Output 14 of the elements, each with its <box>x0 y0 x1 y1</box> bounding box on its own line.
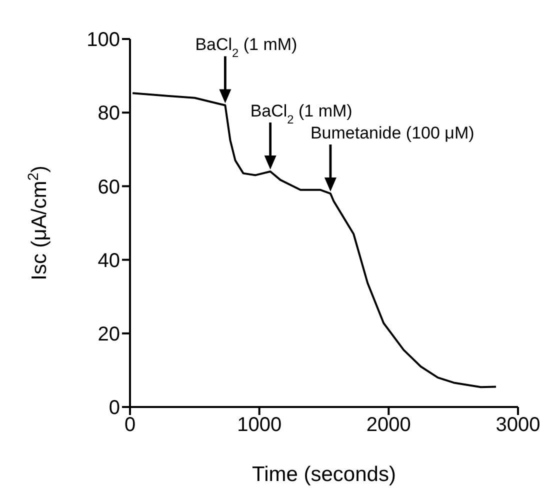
y-tick-label: 80 <box>98 102 120 125</box>
x-tick-label: 2000 <box>366 414 411 436</box>
x-axis-title: Time (seconds) <box>252 463 396 486</box>
annotation: BaCl$_{2}$ (1 mM) <box>195 35 298 60</box>
annotation: Bumetanide (100 μM) <box>310 124 474 143</box>
y-tick-label: 100 <box>86 29 120 52</box>
y-tick-label: 20 <box>98 324 120 346</box>
x-tick-label: 3000 <box>496 414 540 436</box>
y-tick-label: 60 <box>98 176 120 198</box>
annotation: BaCl$_{2}$ (1 mM) <box>250 101 352 126</box>
y-tick-label: 0 <box>108 397 120 420</box>
y-tick-label: 40 <box>98 250 120 272</box>
x-tick-label: 0 <box>124 414 136 436</box>
x-tick-label: 1000 <box>237 414 282 436</box>
